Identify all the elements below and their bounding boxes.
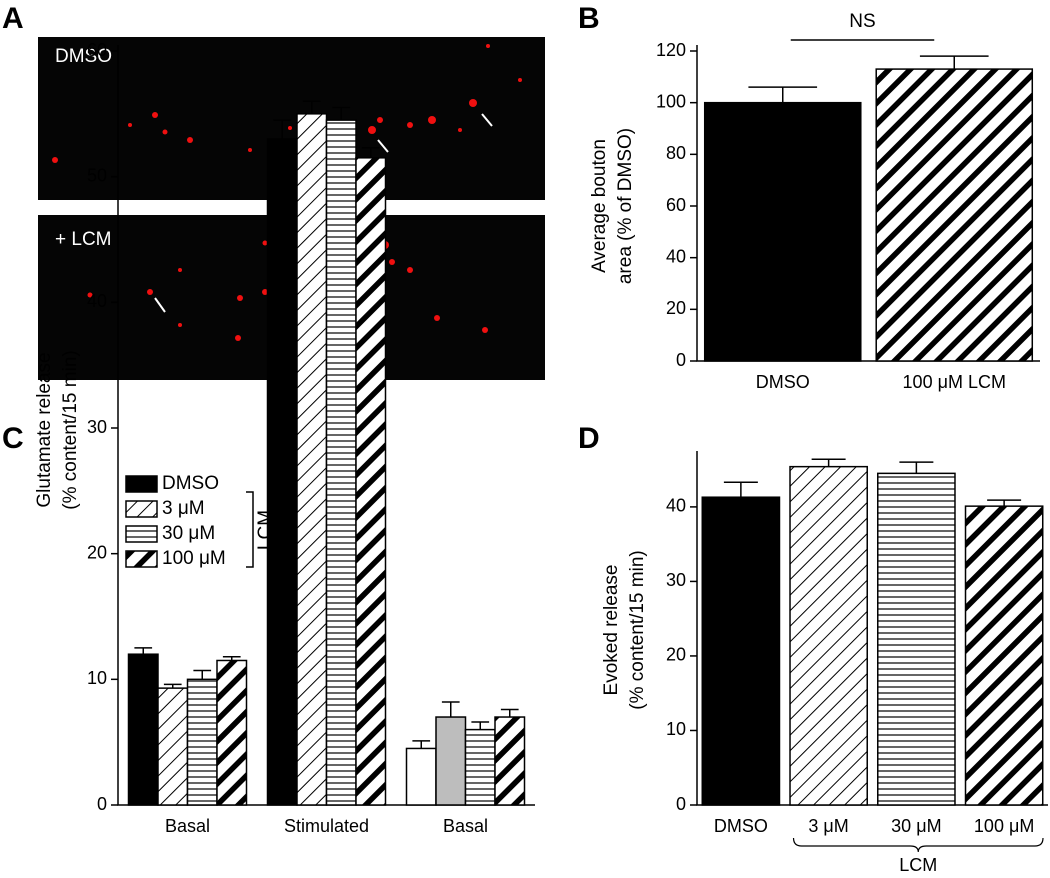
x-tick-label: Basal xyxy=(165,816,210,836)
y-tick-label: 10 xyxy=(87,668,107,688)
error-bar xyxy=(811,458,846,467)
error-bar xyxy=(193,669,212,680)
image-caption: + LCM xyxy=(55,229,112,250)
significance-label: NS xyxy=(849,11,875,32)
y-tick-label: 0 xyxy=(97,794,107,814)
panel-label: A xyxy=(2,2,24,35)
y-tick-label: 10 xyxy=(666,719,686,739)
x-tick-label: 100 μM LCM xyxy=(903,372,1006,392)
error-bar xyxy=(919,55,989,70)
error-bar xyxy=(302,100,321,114)
bar xyxy=(296,113,328,806)
y-axis-label: (% content/15 min) xyxy=(627,550,648,709)
bar xyxy=(703,101,862,362)
error-bar xyxy=(332,106,351,121)
bar xyxy=(877,472,956,806)
x-tick-label: DMSO xyxy=(756,372,810,392)
error-bar xyxy=(899,461,934,474)
y-tick-label: 60 xyxy=(87,40,107,60)
panel-label: D xyxy=(578,422,600,455)
legend-swatch xyxy=(125,525,158,543)
bar xyxy=(186,678,218,806)
x-tick-label: 3 μM xyxy=(808,816,848,836)
error-bar xyxy=(163,683,182,689)
bar xyxy=(494,716,526,806)
legend-label: DMSO xyxy=(162,473,219,494)
x-tick-label: Stimulated xyxy=(284,816,369,836)
x-tick-label: 30 μM xyxy=(891,816,941,836)
error-bar xyxy=(500,708,519,718)
y-axis-label: (% content/15 min) xyxy=(60,350,81,509)
y-tick-label: 30 xyxy=(87,417,107,437)
y-tick-label: 0 xyxy=(676,350,686,370)
bar xyxy=(789,465,868,806)
bar xyxy=(464,728,496,806)
error-bar xyxy=(134,647,153,655)
y-tick-label: 0 xyxy=(676,794,686,814)
group-label: LCM xyxy=(899,855,937,875)
y-axis-label: Evoked release xyxy=(601,565,622,696)
legend-label: 3 μM xyxy=(162,498,205,519)
legend-label: 100 μM xyxy=(162,548,226,569)
bar xyxy=(355,157,387,806)
y-tick-label: 20 xyxy=(87,542,107,562)
x-tick-label: DMSO xyxy=(714,816,768,836)
error-bar xyxy=(441,701,460,718)
legend-swatch xyxy=(125,500,158,518)
bar xyxy=(266,138,298,806)
group-brace xyxy=(792,837,1044,853)
bar xyxy=(964,505,1044,806)
y-tick-label: 80 xyxy=(666,143,686,163)
error-bar xyxy=(412,740,431,749)
y-tick-label: 40 xyxy=(87,291,107,311)
bar xyxy=(405,747,437,806)
bar xyxy=(127,653,159,806)
panel-label: B xyxy=(578,2,600,35)
y-tick-label: 40 xyxy=(666,246,686,266)
error-bar xyxy=(222,655,241,661)
bar xyxy=(325,119,357,806)
legend-label: 30 μM xyxy=(162,523,215,544)
image-caption: DMSO xyxy=(55,46,112,67)
y-tick-label: 40 xyxy=(666,496,686,516)
y-tick-label: 20 xyxy=(666,645,686,665)
error-bar xyxy=(723,481,758,498)
error-bar xyxy=(471,721,490,730)
error-bar xyxy=(273,119,292,139)
y-axis-label: area (% of DMSO) xyxy=(615,128,636,284)
error-bar xyxy=(748,86,818,103)
bar xyxy=(157,687,189,806)
legend-group-label: LCM xyxy=(255,510,276,550)
legend-bracket xyxy=(246,491,254,568)
x-tick-label: 100 μM xyxy=(974,816,1034,836)
y-tick-label: 100 xyxy=(656,91,686,111)
x-tick-label: Basal xyxy=(443,816,488,836)
error-bar xyxy=(361,147,380,158)
y-tick-label: 50 xyxy=(87,165,107,185)
y-axis-label: Glutamate release xyxy=(34,352,55,507)
y-tick-label: 60 xyxy=(666,195,686,215)
y-axis-label: Average bouton xyxy=(589,139,610,273)
y-tick-label: 30 xyxy=(666,570,686,590)
bar xyxy=(701,496,781,806)
bar xyxy=(435,716,467,806)
error-bar xyxy=(987,499,1022,507)
panel-label: C xyxy=(2,422,24,455)
legend-swatch xyxy=(125,475,158,493)
bar xyxy=(216,659,248,806)
bar xyxy=(875,68,1034,362)
y-tick-label: 120 xyxy=(656,40,686,60)
legend-swatch xyxy=(125,550,158,568)
y-tick-label: 20 xyxy=(666,298,686,318)
